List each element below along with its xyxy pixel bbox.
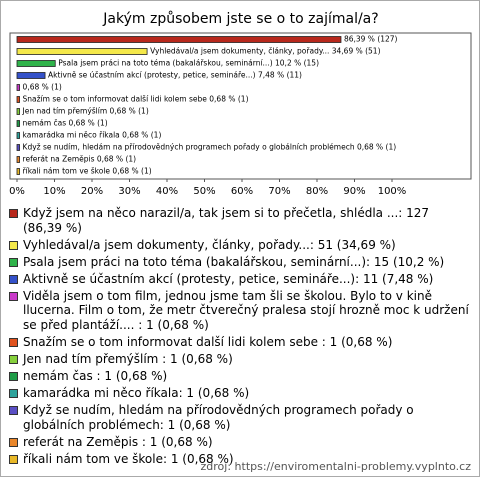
legend-swatch [9, 209, 18, 218]
x-tick-label: 60% [231, 186, 253, 197]
legend-item: Psala jsem práci na toto téma (bakalářsk… [9, 255, 471, 270]
x-tick-label: 100% [378, 186, 407, 197]
bar-label: Aktivně se účastním akcí (protesty, peti… [48, 71, 302, 80]
bar [16, 36, 342, 43]
x-tick-label: 80% [306, 186, 328, 197]
x-tick-label: 30% [118, 186, 140, 197]
legend-label: Když se nudím, hledám na přírodovědných … [23, 403, 414, 432]
x-tick-label: 70% [268, 186, 290, 197]
legend-item: Aktivně se účastním akcí (protesty, peti… [9, 272, 471, 287]
legend-label: nemám čas : 1 (0,68 %) [23, 369, 168, 384]
bar [16, 108, 20, 115]
legend-swatch [9, 274, 18, 284]
bar [16, 156, 20, 163]
bar-label: referát na Zeměpis 0,68 % (1) [23, 155, 137, 164]
legend-label: Aktivně se účastním akcí (protesty, peti… [23, 271, 434, 286]
bar [16, 144, 20, 151]
bar [16, 120, 20, 127]
legend-label: Viděla jsem o tom film, jednou jsme tam … [23, 288, 469, 332]
legend-swatch [9, 337, 18, 347]
legend-item: kamarádka mi něco říkala: 1 (0,68 %) [9, 386, 471, 401]
bar-label: Když se nudím, hledám na přírodovědných … [23, 143, 397, 152]
legend-item: referát na Zeměpis : 1 (0,68 %) [9, 435, 471, 450]
bar [16, 60, 56, 67]
legend-label: říkali nám tom ve škole: 1 (0,68 %) [23, 452, 234, 467]
x-tick-label: 20% [81, 186, 103, 197]
bar [16, 132, 20, 139]
legend-swatch [9, 389, 18, 399]
legend-swatch [9, 291, 18, 301]
bar [16, 84, 20, 91]
legend-label: Snažím se o tom informovat další lidi ko… [23, 334, 393, 349]
bar [16, 168, 20, 175]
legend-label: kamarádka mi něco říkala: 1 (0,68 %) [23, 386, 250, 401]
legend-item: Viděla jsem o tom film, jednou jsme tam … [9, 289, 471, 333]
legend-swatch [9, 355, 18, 365]
legend-label: Vyhledával/a jsem dokumenty, články, poř… [23, 237, 396, 252]
legend-item: Když jsem na něco narazil/a, tak jsem si… [9, 206, 471, 235]
bar-label: 0,68 % (1) [23, 83, 62, 92]
legend-label: Jen nad tím přemýšlím : 1 (0,68 %) [23, 352, 233, 367]
legend-item: nemám čas : 1 (0,68 %) [9, 369, 471, 384]
legend: Když jsem na něco narazil/a, tak jsem si… [9, 206, 471, 469]
chart-title: Jakým způsobem jste se o to zajímal/a? [102, 11, 378, 27]
legend-item: Vyhledával/a jsem dokumenty, články, poř… [9, 238, 471, 253]
legend-swatch [9, 257, 18, 267]
legend-label: Psala jsem práci na toto téma (bakalářsk… [23, 254, 445, 269]
legend-item: Jen nad tím přemýšlím : 1 (0,68 %) [9, 352, 471, 367]
bar-label: nemám čas 0,68 % (1) [23, 119, 108, 128]
bar-label: Psala jsem práci na toto téma (bakalářsk… [58, 59, 319, 68]
bar-label: Snažím se o tom informovat další lidi ko… [23, 95, 249, 104]
chart: Jakým způsobem jste se o to zajímal/a? 0… [9, 11, 472, 197]
legend-item: Když se nudím, hledám na přírodovědných … [9, 403, 471, 432]
x-tick-label: 0% [9, 186, 25, 197]
source: zdroj: https://enviromentalni-problemy.v… [200, 460, 471, 473]
legend-label: Když jsem na něco narazil/a, tak jsem si… [23, 206, 430, 235]
bar-label: říkali nám tom ve škole 0,68 % (1) [23, 167, 152, 176]
legend-swatch [9, 406, 18, 416]
legend-swatch [9, 372, 18, 382]
bar [16, 48, 148, 55]
bar-label: Vyhledával/a jsem dokumenty, články, poř… [150, 47, 381, 56]
bar [16, 72, 46, 79]
bar-label: kamarádka mi něco říkala 0,68 % (1) [23, 131, 162, 140]
legend-swatch [9, 437, 18, 447]
x-tick-label: 10% [43, 186, 65, 197]
legend-item: Snažím se o tom informovat další lidi ko… [9, 335, 471, 350]
legend-swatch [9, 455, 18, 465]
bar-label: 86,39 % (127) [344, 35, 398, 44]
x-tick-label: 40% [156, 186, 178, 197]
x-tick-label: 90% [343, 186, 365, 197]
bar-label: Jen nad tím přemýšlím 0,68 % (1) [22, 107, 149, 116]
x-tick-label: 50% [193, 186, 215, 197]
legend-swatch [9, 240, 18, 250]
legend-label: referát na Zeměpis : 1 (0,68 %) [23, 434, 213, 449]
plot-frame [9, 32, 472, 180]
bar [16, 96, 20, 103]
legend-item: říkali nám tom ve škole: 1 (0,68 %) [9, 452, 471, 467]
